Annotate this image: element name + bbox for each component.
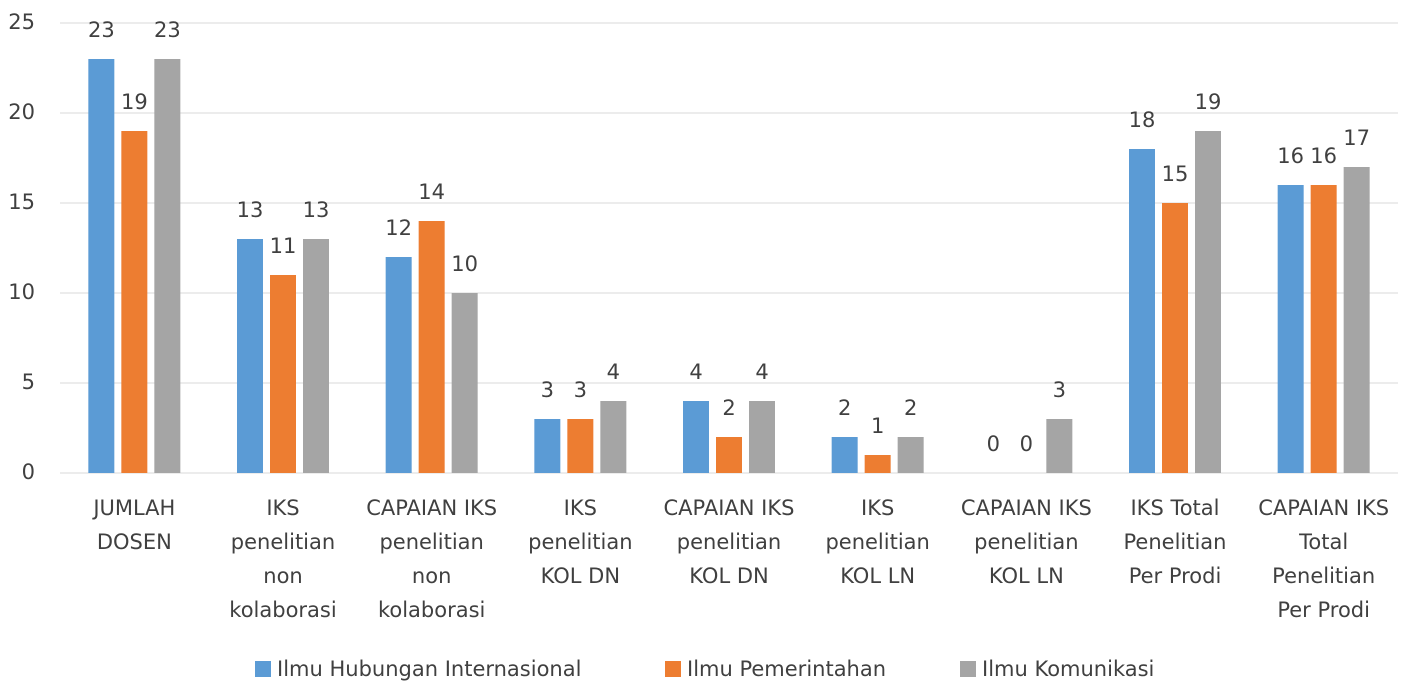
bar — [716, 437, 742, 473]
x-tick-label: KOL DN — [541, 564, 620, 588]
bar — [1195, 131, 1221, 473]
data-label: 13 — [303, 198, 330, 222]
bar — [1277, 185, 1304, 473]
legend-label: Ilmu Komunikasi — [982, 657, 1154, 681]
x-tick-label: Penelitian — [1272, 564, 1375, 588]
x-tick-label: KOL LN — [989, 564, 1064, 588]
x-tick-label: CAPAIAN IKS — [1258, 496, 1389, 520]
bar — [385, 257, 412, 473]
x-tick-label: KOL LN — [840, 564, 915, 588]
data-label: 11 — [270, 234, 297, 258]
x-tick-label: DOSEN — [97, 530, 172, 554]
bar — [1343, 167, 1370, 473]
bar — [121, 131, 148, 473]
bar — [1310, 185, 1337, 473]
bar — [154, 59, 181, 473]
data-label: 13 — [237, 198, 264, 222]
bar — [864, 455, 891, 473]
x-tick-label: penelitian — [379, 530, 483, 554]
legend-label: Ilmu Hubungan Internasional — [277, 657, 581, 681]
legend-label: Ilmu Pemerintahan — [687, 657, 886, 681]
data-label: 23 — [88, 18, 115, 42]
data-label: 19 — [121, 90, 148, 114]
data-label: 17 — [1343, 126, 1370, 150]
legend-swatch — [960, 661, 976, 677]
bar — [451, 293, 478, 473]
legend-swatch — [665, 661, 681, 677]
data-label: 0 — [1020, 432, 1033, 456]
x-tick-label: non — [412, 564, 451, 588]
y-tick-label: 25 — [8, 10, 35, 34]
x-tick-label: penelitian — [825, 530, 929, 554]
x-tick-label: non — [263, 564, 302, 588]
x-tick-label: Penelitian — [1124, 530, 1227, 554]
bar — [303, 239, 329, 473]
bar — [418, 221, 445, 473]
legend-swatch — [255, 661, 271, 677]
data-label: 16 — [1310, 144, 1337, 168]
bar — [683, 401, 709, 473]
x-tick-label: penelitian — [528, 530, 632, 554]
data-label: 15 — [1162, 162, 1189, 186]
data-label: 3 — [541, 378, 554, 402]
x-tick-label: penelitian — [974, 530, 1078, 554]
data-label: 1 — [871, 414, 884, 438]
x-tick-label: Per Prodi — [1277, 598, 1370, 622]
data-label: 3 — [1053, 378, 1066, 402]
data-label: 2 — [838, 396, 851, 420]
y-tick-label: 10 — [8, 280, 35, 304]
bar — [534, 419, 561, 473]
data-label: 14 — [418, 180, 445, 204]
x-tick-label: CAPAIAN IKS — [366, 496, 497, 520]
x-tick-label: JUMLAH — [91, 496, 175, 520]
data-label: 4 — [689, 360, 702, 384]
y-tick-label: 0 — [22, 460, 35, 484]
bar — [1162, 203, 1188, 473]
x-tick-label: kolaborasi — [378, 598, 485, 622]
x-tick-label: CAPAIAN IKS — [961, 496, 1092, 520]
x-tick-label: Per Prodi — [1129, 564, 1222, 588]
data-label: 3 — [574, 378, 587, 402]
x-tick-label: Total — [1298, 530, 1348, 554]
data-label: 19 — [1195, 90, 1222, 114]
x-tick-label: IKS — [266, 496, 299, 520]
x-tick-label: CAPAIAN IKS — [664, 496, 795, 520]
bar — [270, 275, 296, 473]
y-tick-label: 5 — [22, 370, 35, 394]
y-tick-label: 15 — [8, 190, 35, 214]
bar — [897, 437, 924, 473]
x-tick-label: KOL DN — [689, 564, 768, 588]
x-tick-label: kolaborasi — [229, 598, 336, 622]
x-tick-label: IKS Total — [1130, 496, 1219, 520]
bar — [600, 401, 627, 473]
data-label: 0 — [987, 432, 1000, 456]
bar — [749, 401, 775, 473]
data-label: 16 — [1277, 144, 1304, 168]
data-label: 10 — [451, 252, 478, 276]
data-label: 23 — [154, 18, 181, 42]
x-tick-label: IKS — [564, 496, 597, 520]
data-label: 4 — [755, 360, 768, 384]
x-tick-label: penelitian — [677, 530, 781, 554]
data-label: 2 — [904, 396, 917, 420]
data-label: 18 — [1129, 108, 1156, 132]
data-label: 2 — [722, 396, 735, 420]
bar — [567, 419, 594, 473]
bar — [237, 239, 263, 473]
bar — [1129, 149, 1155, 473]
data-label: 4 — [607, 360, 620, 384]
bar — [831, 437, 858, 473]
bar — [88, 59, 115, 473]
data-label: 12 — [385, 216, 412, 240]
bar — [1046, 419, 1073, 473]
x-tick-label: IKS — [861, 496, 894, 520]
x-tick-label: penelitian — [231, 530, 335, 554]
y-tick-label: 20 — [8, 100, 35, 124]
